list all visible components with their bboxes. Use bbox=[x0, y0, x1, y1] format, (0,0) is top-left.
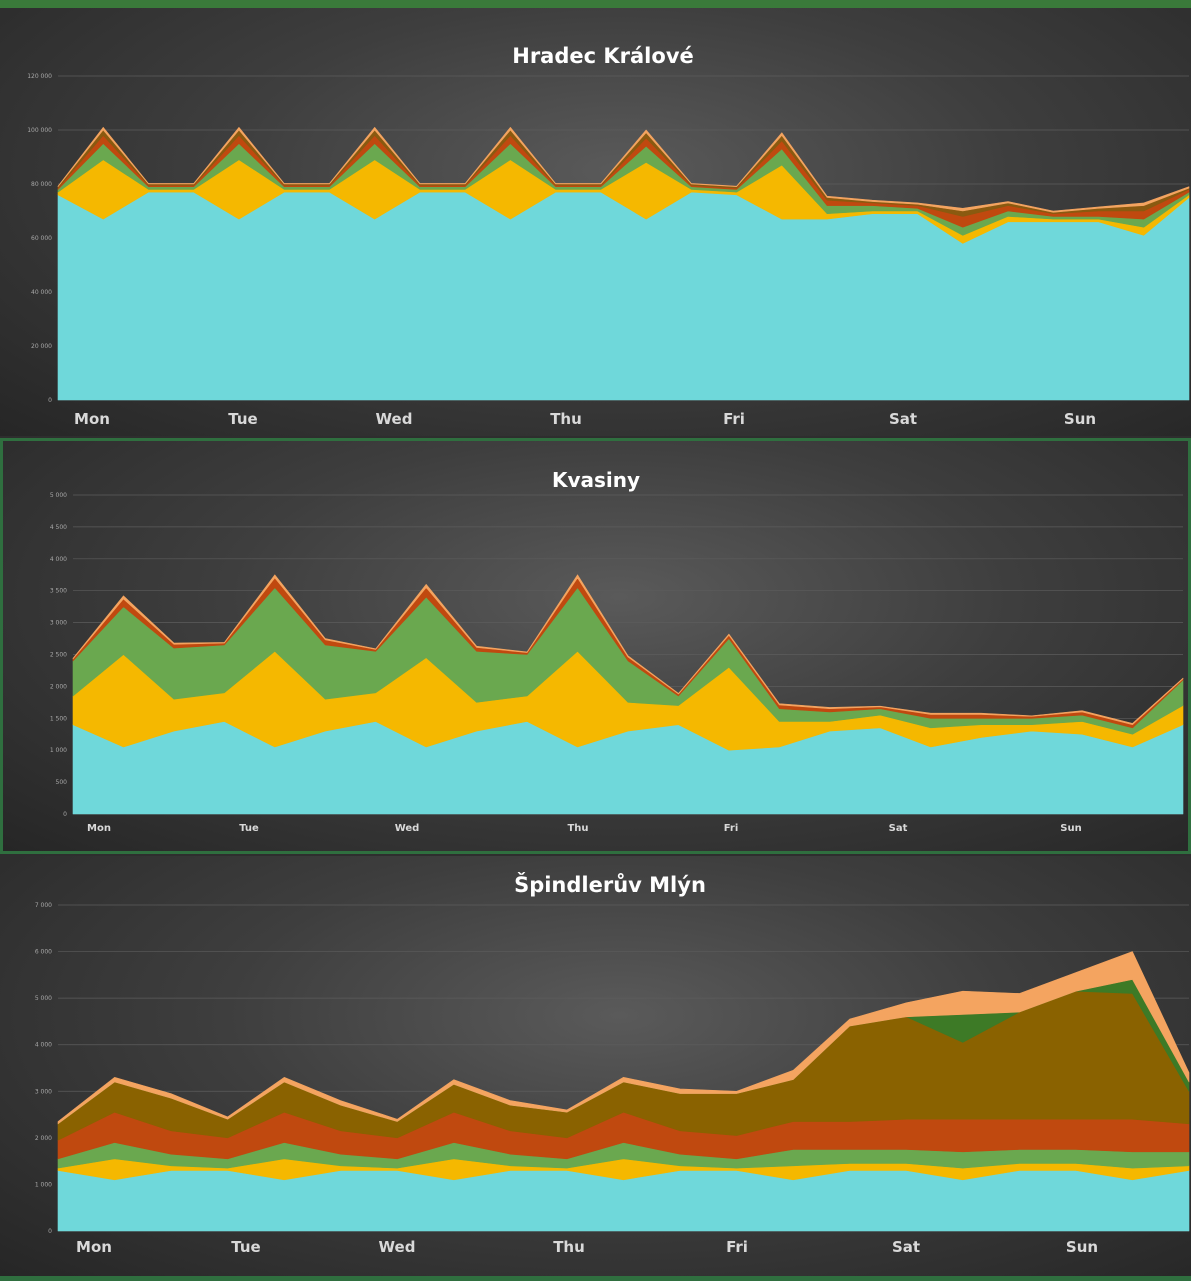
x-tick-label: Thu bbox=[553, 1238, 585, 1256]
area-series-5 bbox=[57, 127, 1190, 213]
y-tick-label: 120 000 bbox=[27, 73, 52, 80]
x-tick-label: Sun bbox=[1064, 410, 1096, 428]
chart-panel-hradec-kralove: 0 20 000 40 000 60 000 80 000 100 000 120 000 M… bbox=[0, 0, 1191, 436]
x-tick-label: Thu bbox=[567, 823, 588, 834]
chart-panel-spindleruv-mlyn: 0 1 000 2 000 3 000 4 000 5 000 6 000 7 000 Mon T… bbox=[0, 856, 1191, 1281]
chart-title: Špindlerův Mlýn bbox=[514, 872, 706, 897]
x-tick-label: Sat bbox=[892, 1238, 920, 1256]
x-tick-label: Sat bbox=[889, 410, 917, 428]
x-tick-label: Sat bbox=[889, 823, 908, 834]
x-tick-label: Fri bbox=[724, 823, 739, 834]
y-tick-label: 6 000 bbox=[35, 949, 52, 956]
y-tick-label: 4 000 bbox=[35, 1042, 52, 1049]
x-tick-label: Tue bbox=[239, 823, 259, 834]
y-tick-label: 80 000 bbox=[31, 181, 52, 188]
y-tick-label: 0 bbox=[63, 811, 67, 818]
x-tick-label: Thu bbox=[550, 410, 582, 428]
x-tick-label: Wed bbox=[376, 410, 413, 428]
y-tick-label: 60 000 bbox=[31, 235, 52, 242]
x-tick-label: Wed bbox=[379, 1238, 416, 1256]
y-tick-label: 1 500 bbox=[50, 715, 67, 722]
chart-title: Hradec Králové bbox=[512, 44, 694, 68]
y-tick-label: 2 500 bbox=[50, 652, 67, 659]
y-tick-label: 100 000 bbox=[27, 127, 52, 134]
y-tick-label: 500 bbox=[56, 779, 68, 786]
chart-title: Kvasiny bbox=[552, 468, 640, 492]
chart-panel-kvasiny: 0 500 1 000 1 500 2 000 2 500 3 000 3 500 4 000 4… bbox=[0, 438, 1191, 854]
x-tick-label: Wed bbox=[395, 823, 420, 834]
y-tick-label: 40 000 bbox=[31, 289, 52, 296]
y-tick-label: 4 000 bbox=[50, 556, 67, 563]
y-tick-label: 3 500 bbox=[50, 588, 67, 595]
y-tick-label: 20 000 bbox=[31, 343, 52, 350]
area-series-6 bbox=[57, 951, 1190, 1125]
chart-svg: 0 500 1 000 1 500 2 000 2 500 3 000 3 500 4 000 4… bbox=[50, 468, 1184, 834]
area-series-4 bbox=[72, 574, 1184, 725]
y-tick-label: 4 500 bbox=[50, 524, 67, 531]
x-tick-label: Fri bbox=[726, 1238, 748, 1256]
x-tick-label: Mon bbox=[76, 1238, 112, 1256]
area-series-0 bbox=[72, 721, 1184, 815]
y-tick-label: 2 000 bbox=[35, 1135, 52, 1142]
chart-svg: 0 1 000 2 000 3 000 4 000 5 000 6 000 7 000 Mon T… bbox=[35, 872, 1190, 1256]
y-tick-label: 7 000 bbox=[35, 902, 52, 909]
x-tick-label: Sun bbox=[1060, 823, 1081, 834]
area-series-0 bbox=[57, 191, 1190, 401]
x-tick-label: Mon bbox=[74, 410, 110, 428]
x-tick-label: Tue bbox=[228, 410, 257, 428]
x-tick-label: Sun bbox=[1066, 1238, 1098, 1256]
y-tick-label: 0 bbox=[48, 1228, 52, 1235]
x-tick-label: Fri bbox=[723, 410, 745, 428]
y-tick-label: 1 000 bbox=[50, 747, 67, 754]
y-tick-label: 3 000 bbox=[35, 1088, 52, 1095]
y-tick-label: 0 bbox=[48, 397, 52, 404]
x-tick-label: Mon bbox=[87, 823, 111, 834]
y-tick-label: 5 000 bbox=[50, 492, 67, 499]
chart-svg: 0 20 000 40 000 60 000 80 000 100 000 120 000 M… bbox=[27, 44, 1190, 428]
y-tick-label: 5 000 bbox=[35, 995, 52, 1002]
y-tick-label: 2 000 bbox=[50, 683, 67, 690]
y-tick-label: 3 000 bbox=[50, 620, 67, 627]
x-tick-label: Tue bbox=[231, 1238, 260, 1256]
y-tick-label: 1 000 bbox=[35, 1181, 52, 1188]
